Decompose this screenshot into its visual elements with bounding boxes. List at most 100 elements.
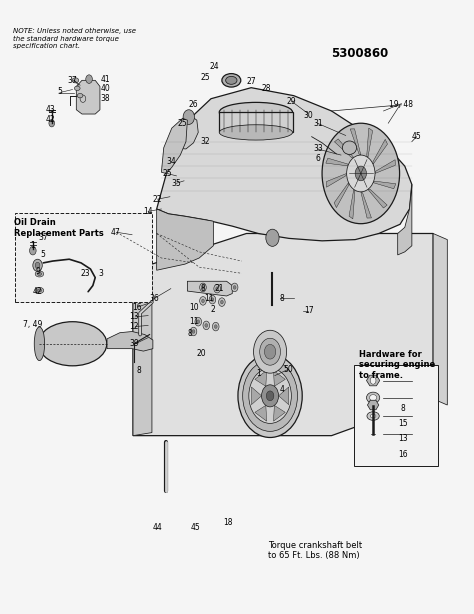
Text: 1: 1 bbox=[30, 241, 35, 251]
Polygon shape bbox=[367, 400, 379, 410]
Circle shape bbox=[33, 259, 42, 271]
Text: 50: 50 bbox=[283, 365, 293, 374]
Text: 5300860: 5300860 bbox=[331, 47, 389, 60]
Polygon shape bbox=[327, 173, 346, 187]
FancyBboxPatch shape bbox=[354, 365, 438, 466]
Circle shape bbox=[216, 287, 219, 290]
Text: 21: 21 bbox=[214, 284, 224, 293]
Ellipse shape bbox=[367, 412, 379, 421]
Circle shape bbox=[211, 298, 214, 301]
Polygon shape bbox=[161, 119, 187, 173]
Ellipse shape bbox=[72, 78, 79, 83]
Polygon shape bbox=[349, 189, 355, 219]
Text: 34: 34 bbox=[167, 157, 177, 166]
Text: 24: 24 bbox=[210, 62, 219, 71]
Circle shape bbox=[266, 229, 279, 246]
Polygon shape bbox=[156, 88, 412, 241]
Ellipse shape bbox=[366, 392, 380, 403]
Text: 39: 39 bbox=[129, 340, 139, 348]
Text: 16: 16 bbox=[399, 449, 408, 459]
Ellipse shape bbox=[342, 141, 356, 155]
Polygon shape bbox=[133, 233, 433, 436]
Text: 8: 8 bbox=[187, 330, 192, 338]
Text: 41: 41 bbox=[101, 75, 110, 84]
Polygon shape bbox=[251, 387, 262, 405]
Circle shape bbox=[355, 166, 366, 181]
Text: 33: 33 bbox=[313, 144, 323, 154]
Circle shape bbox=[219, 298, 225, 306]
Text: 37: 37 bbox=[68, 76, 77, 85]
Circle shape bbox=[264, 344, 276, 359]
Text: 2: 2 bbox=[210, 305, 215, 314]
Text: 44: 44 bbox=[153, 523, 163, 532]
Polygon shape bbox=[375, 160, 395, 173]
Text: 27: 27 bbox=[246, 77, 256, 86]
Text: 16: 16 bbox=[132, 303, 142, 311]
Circle shape bbox=[197, 320, 200, 324]
Text: 22: 22 bbox=[153, 195, 163, 204]
Polygon shape bbox=[373, 181, 396, 188]
Circle shape bbox=[220, 300, 223, 304]
Circle shape bbox=[262, 385, 279, 407]
Polygon shape bbox=[361, 192, 372, 218]
Polygon shape bbox=[187, 281, 232, 296]
Text: 13: 13 bbox=[129, 313, 139, 321]
Circle shape bbox=[201, 286, 204, 289]
Text: Torque crankshaft belt
to 65 Ft. Lbs. (88 Nm): Torque crankshaft belt to 65 Ft. Lbs. (8… bbox=[268, 541, 362, 561]
Text: 11: 11 bbox=[189, 317, 198, 326]
Polygon shape bbox=[255, 405, 267, 421]
Circle shape bbox=[231, 283, 238, 292]
Circle shape bbox=[243, 360, 298, 432]
Text: 9: 9 bbox=[35, 267, 40, 276]
Circle shape bbox=[260, 338, 281, 365]
Circle shape bbox=[200, 283, 206, 292]
Polygon shape bbox=[279, 387, 289, 405]
Text: 25: 25 bbox=[200, 73, 210, 82]
Circle shape bbox=[192, 330, 195, 333]
Text: 3: 3 bbox=[99, 270, 103, 278]
Ellipse shape bbox=[37, 289, 42, 292]
Text: Oil Drain
Replacement Parts: Oil Drain Replacement Parts bbox=[14, 218, 104, 238]
Ellipse shape bbox=[74, 86, 80, 90]
Ellipse shape bbox=[77, 93, 83, 98]
Polygon shape bbox=[433, 233, 447, 405]
Text: 7, 49: 7, 49 bbox=[23, 320, 43, 328]
FancyBboxPatch shape bbox=[15, 213, 152, 302]
Polygon shape bbox=[219, 112, 292, 133]
Polygon shape bbox=[367, 128, 373, 158]
Text: 42: 42 bbox=[46, 115, 55, 124]
Text: 13: 13 bbox=[399, 434, 408, 443]
Circle shape bbox=[86, 75, 92, 84]
Text: 42: 42 bbox=[33, 287, 42, 295]
Polygon shape bbox=[335, 139, 354, 158]
Text: 31: 31 bbox=[313, 119, 323, 128]
Text: 5: 5 bbox=[41, 250, 46, 259]
Circle shape bbox=[201, 299, 204, 303]
Circle shape bbox=[214, 284, 220, 293]
Circle shape bbox=[212, 322, 219, 331]
Circle shape bbox=[266, 391, 274, 401]
Text: 47: 47 bbox=[110, 228, 120, 237]
Text: 17: 17 bbox=[304, 306, 314, 315]
Text: 40: 40 bbox=[101, 84, 110, 93]
Circle shape bbox=[214, 325, 217, 328]
Ellipse shape bbox=[35, 271, 44, 277]
Text: 1: 1 bbox=[256, 368, 261, 378]
Circle shape bbox=[254, 330, 287, 373]
Circle shape bbox=[209, 295, 216, 304]
Ellipse shape bbox=[226, 76, 237, 84]
Text: 8: 8 bbox=[137, 366, 141, 375]
Ellipse shape bbox=[34, 327, 45, 360]
Circle shape bbox=[190, 327, 197, 336]
Text: 36: 36 bbox=[149, 294, 159, 303]
Circle shape bbox=[238, 354, 302, 438]
Ellipse shape bbox=[370, 414, 376, 418]
Text: 20: 20 bbox=[197, 349, 206, 358]
Text: Hardware for
securing engine
to frame.: Hardware for securing engine to frame. bbox=[359, 350, 435, 379]
Polygon shape bbox=[107, 332, 153, 351]
Ellipse shape bbox=[219, 103, 292, 122]
Circle shape bbox=[205, 324, 208, 327]
Text: 23: 23 bbox=[80, 270, 90, 278]
Text: 25: 25 bbox=[178, 119, 187, 128]
Polygon shape bbox=[366, 375, 380, 386]
